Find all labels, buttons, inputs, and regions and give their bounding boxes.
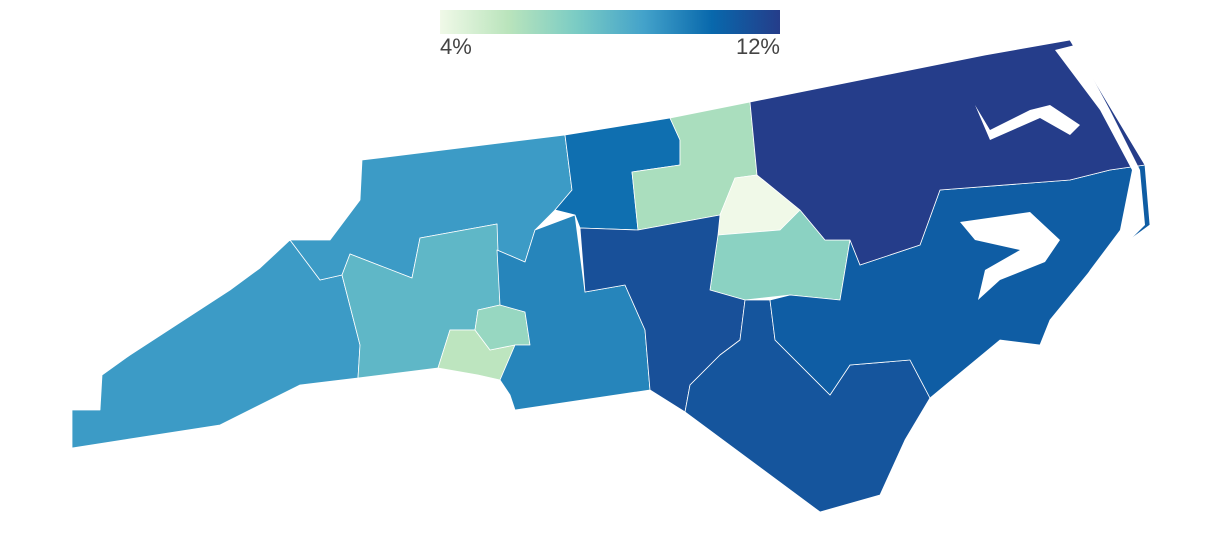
colorbar-tick-label: 4% <box>440 34 472 59</box>
sound <box>960 212 1060 300</box>
region <box>496 214 651 411</box>
sound <box>1048 45 1145 340</box>
colorbar <box>440 10 780 34</box>
sound <box>975 105 1080 140</box>
water <box>960 45 1145 340</box>
regions <box>71 39 1151 513</box>
colorbar-tick-label: 12% <box>736 34 780 59</box>
